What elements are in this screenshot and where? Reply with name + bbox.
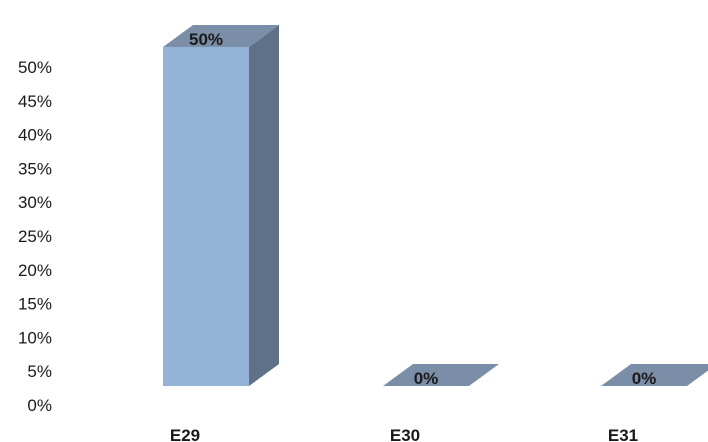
data-label-e31: 0% [632,369,657,388]
x-category-label: E31 [608,426,638,442]
bar-e29 [163,25,279,386]
y-tick-label: 5% [27,362,52,381]
x-axis: E29 E30 E31 [170,426,638,442]
y-tick-label: 25% [18,227,52,246]
y-tick-label: 45% [18,92,52,111]
y-tick-label: 50% [18,58,52,77]
y-tick-label: 35% [18,159,52,178]
data-label-e29: 50% [189,30,223,49]
bar-side-face [249,25,279,386]
data-label-e30: 0% [414,369,439,388]
y-tick-label: 40% [18,126,52,145]
y-tick-label: 30% [18,193,52,212]
y-tick-label: 15% [18,295,52,314]
bar-top-face [383,364,499,386]
y-tick-label: 20% [18,261,52,280]
y-tick-label: 0% [27,396,52,415]
x-category-label: E29 [170,426,200,442]
bar-e30 [383,364,499,386]
bar-front-face [163,47,249,386]
y-tick-label: 10% [18,328,52,347]
x-category-label: E30 [390,426,420,442]
y-axis: 0% 5% 10% 15% 20% 25% 30% 35% 40% 45% 50% [18,58,52,415]
bars-group [163,25,708,386]
